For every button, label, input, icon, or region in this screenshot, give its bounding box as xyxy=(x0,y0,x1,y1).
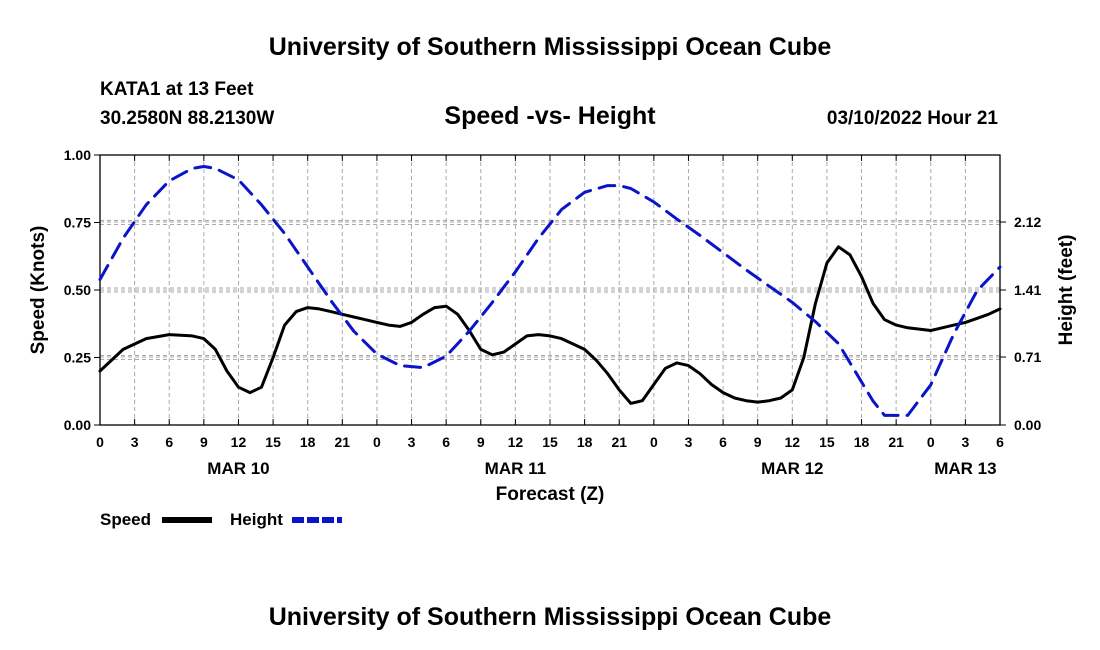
x-tick-label: 18 xyxy=(300,434,316,450)
x-tick-label: 18 xyxy=(577,434,593,450)
x-axis-label: Forecast (Z) xyxy=(496,484,605,505)
x-tick-label: 3 xyxy=(685,434,693,450)
y2-tick-label: 0.00 xyxy=(1014,417,1041,433)
x-tick-label: 3 xyxy=(131,434,139,450)
x-day-label: MAR 11 xyxy=(485,459,546,478)
y-axis-label: Speed (Knots) xyxy=(28,226,49,355)
legend: Speed Height xyxy=(100,510,342,529)
footer-title: University of Southern Mississippi Ocean… xyxy=(269,603,832,631)
legend-speed-label: Speed xyxy=(100,510,151,529)
x-day-label: MAR 12 xyxy=(761,459,823,478)
x-tick-label: 3 xyxy=(408,434,416,450)
x-day-label: MAR 10 xyxy=(207,459,269,478)
y2-tick-label: 0.71 xyxy=(1014,349,1041,365)
legend-height-label: Height xyxy=(230,510,283,529)
x-tick-label: 3 xyxy=(961,434,969,450)
x-tick-label: 6 xyxy=(442,434,450,450)
x-tick-label: 9 xyxy=(477,434,485,450)
x-tick-label: 0 xyxy=(650,434,658,450)
speed-series-line xyxy=(98,245,1002,405)
height-series-line xyxy=(98,165,1002,417)
x-tick-label: 15 xyxy=(819,434,835,450)
chart-subtitle: Speed -vs- Height xyxy=(444,102,656,130)
x-tick-label: 21 xyxy=(888,434,904,450)
x-tick-label: 12 xyxy=(785,434,801,450)
y-tick-label: 0.25 xyxy=(64,350,91,366)
x-tick-label: 15 xyxy=(265,434,281,450)
data-series xyxy=(98,165,1002,417)
y-tick-label: 0.50 xyxy=(64,282,91,298)
x-tick-label: 9 xyxy=(200,434,208,450)
y-tick-label: 1.00 xyxy=(64,147,91,163)
x-tick-label: 12 xyxy=(508,434,524,450)
y-tick-label: 0.75 xyxy=(64,215,91,231)
station-label: KATA1 at 13 Feet xyxy=(100,79,254,100)
x-tick-label: 6 xyxy=(719,434,727,450)
x-tick-label: 21 xyxy=(335,434,351,450)
x-tick-label: 12 xyxy=(231,434,247,450)
x-tick-label: 21 xyxy=(611,434,627,450)
x-tick-label: 6 xyxy=(996,434,1004,450)
y2-tick-label: 2.12 xyxy=(1014,214,1041,230)
forecast-datetime: 03/10/2022 Hour 21 xyxy=(827,108,999,129)
x-tick-label: 6 xyxy=(165,434,173,450)
y2-tick-label: 1.41 xyxy=(1014,282,1041,298)
x-tick-label: 0 xyxy=(96,434,104,450)
y2-axis-label: Height (feet) xyxy=(1056,235,1077,346)
x-tick-label: 0 xyxy=(927,434,935,450)
x-tick-label: 0 xyxy=(373,434,381,450)
x-tick-label: 9 xyxy=(754,434,762,450)
x-tick-label: 15 xyxy=(542,434,558,450)
y-tick-label: 0.00 xyxy=(64,417,91,433)
station-coords: 30.2580N 88.2130W xyxy=(100,108,274,129)
x-tick-label: 18 xyxy=(854,434,870,450)
x-day-label: MAR 13 xyxy=(934,459,996,478)
chart-title: University of Southern Mississippi Ocean… xyxy=(269,33,832,61)
axes: 0 3 6 9 12 15 18 21 0 3 6 9 12 15 18 21 0 3 6 9 12 15 18 21 0 3 6M… xyxy=(64,147,1042,478)
